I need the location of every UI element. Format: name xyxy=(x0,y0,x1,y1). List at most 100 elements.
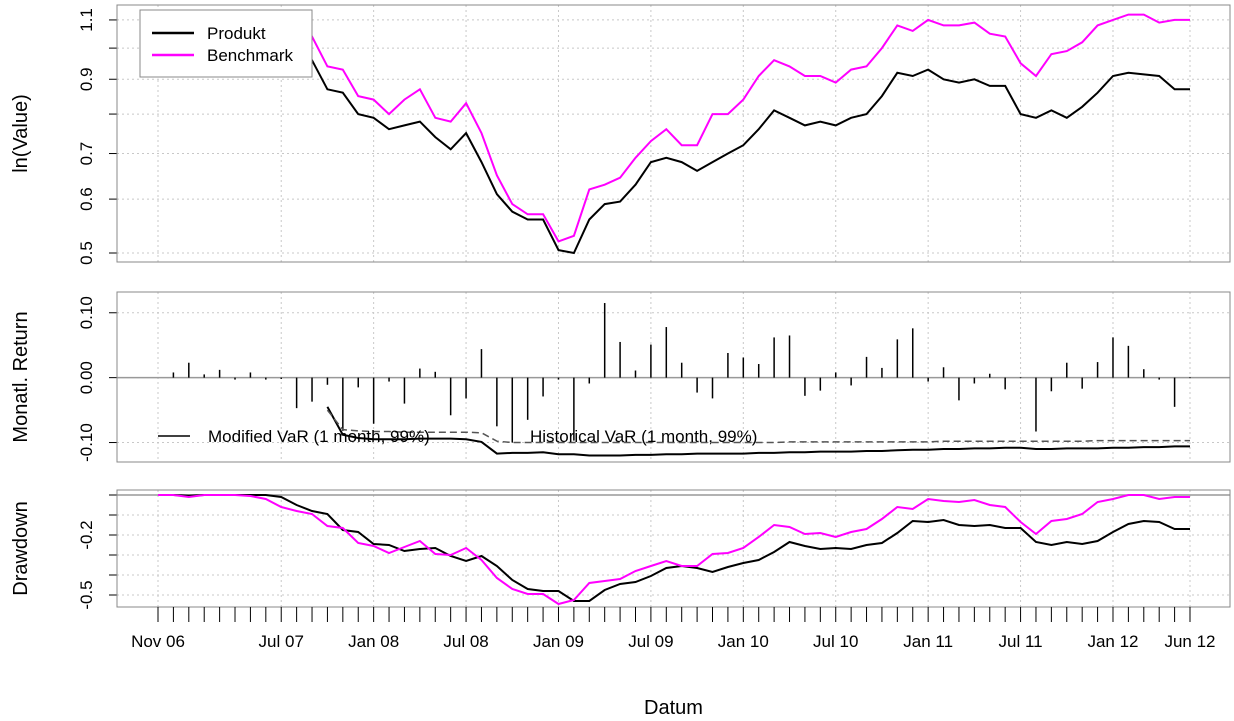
var-line xyxy=(326,406,1190,457)
bar xyxy=(727,352,729,378)
bar xyxy=(326,377,329,385)
y-axis-title: Monatl. Return xyxy=(10,311,32,442)
x-tick-label: Jul 11 xyxy=(999,632,1043,651)
y-tick-label: 0.10 xyxy=(77,296,96,329)
bar xyxy=(480,349,483,378)
bar xyxy=(526,377,529,420)
y-tick-label: -0.5 xyxy=(77,580,96,609)
x-axis-title: Datum xyxy=(644,697,703,719)
bar xyxy=(172,372,175,378)
y-axis-title: Drawdown xyxy=(10,501,32,595)
x-tick-label: Jul 09 xyxy=(628,632,673,651)
series-line xyxy=(158,494,1190,606)
bar xyxy=(218,369,221,378)
bar xyxy=(788,335,791,378)
y-tick-label: -0.2 xyxy=(77,520,96,549)
bar xyxy=(342,377,344,431)
bar xyxy=(588,377,591,384)
bar xyxy=(742,357,745,378)
x-tick-label: Jul 10 xyxy=(813,632,858,651)
bar xyxy=(973,377,976,384)
x-tick-label: Nov 06 xyxy=(131,632,185,651)
bar xyxy=(465,377,467,399)
bar xyxy=(388,377,390,382)
y-tick-label: 0.7 xyxy=(77,142,96,166)
bar xyxy=(372,377,375,424)
bar xyxy=(557,377,560,380)
bar xyxy=(1112,337,1114,378)
bar xyxy=(1189,377,1191,378)
var-line xyxy=(326,409,1190,444)
legend-label: Modified VaR (1 month, 99%) xyxy=(208,427,430,446)
bar xyxy=(295,377,298,409)
y-tick-label: -0.10 xyxy=(77,423,96,462)
bar xyxy=(1050,377,1053,392)
x-tick-label: Jul 08 xyxy=(443,632,488,651)
bar xyxy=(542,377,544,397)
bar xyxy=(804,377,806,396)
bar xyxy=(696,377,698,393)
panel-frame xyxy=(116,489,1231,608)
x-tick-label: Jan 12 xyxy=(1087,632,1138,651)
bar xyxy=(449,377,452,416)
legend-label: Benchmark xyxy=(207,46,293,65)
bar xyxy=(1019,377,1022,378)
bar xyxy=(249,372,252,378)
panel-frame xyxy=(116,291,1231,463)
bar xyxy=(1173,377,1176,407)
bar xyxy=(1035,377,1037,432)
bar xyxy=(865,356,868,378)
bar xyxy=(434,371,437,378)
bar xyxy=(896,339,899,378)
bar xyxy=(1066,362,1068,378)
y-tick-label: 0.00 xyxy=(77,361,96,394)
bar xyxy=(1127,345,1130,378)
panel-frame xyxy=(116,4,1231,263)
bar xyxy=(511,377,514,443)
bar xyxy=(634,370,637,378)
bar xyxy=(573,377,575,441)
bar xyxy=(819,377,822,391)
bar xyxy=(496,377,498,427)
x-tick-label: Jan 08 xyxy=(348,632,399,651)
bar xyxy=(280,377,282,379)
legend: Produkt Benchmark xyxy=(139,9,313,78)
bar xyxy=(311,377,313,402)
bar xyxy=(773,337,775,378)
x-tick-label: Jan 10 xyxy=(718,632,769,651)
legend-label: Historical VaR (1 month, 99%) xyxy=(530,427,757,446)
legend-box xyxy=(139,9,313,78)
series-line xyxy=(280,13,1190,243)
bar xyxy=(850,377,852,386)
bar xyxy=(711,377,714,399)
bar xyxy=(942,367,945,378)
bar xyxy=(1081,377,1083,389)
x-tick-label: Jun 12 xyxy=(1164,632,1215,651)
series-line xyxy=(158,494,1190,602)
bar xyxy=(265,377,267,380)
y-tick-label: 1.1 xyxy=(77,8,96,32)
bar xyxy=(911,328,914,378)
bar xyxy=(665,327,668,378)
bar xyxy=(188,362,190,378)
x-tick-label: Jul 07 xyxy=(259,632,304,651)
bar xyxy=(1158,377,1160,380)
legend-label: Produkt xyxy=(207,24,266,43)
x-tick-label: Jan 09 xyxy=(533,632,584,651)
y-tick-label: 0.5 xyxy=(77,241,96,265)
bar xyxy=(203,374,205,378)
series-line xyxy=(281,53,1190,255)
bar xyxy=(989,373,991,378)
bar xyxy=(403,377,406,404)
bar xyxy=(619,341,621,378)
y-axis-title: ln(Value) xyxy=(10,94,32,173)
y-tick-label: 0.6 xyxy=(77,187,96,211)
bar xyxy=(650,344,652,378)
bar xyxy=(419,368,421,378)
bar xyxy=(834,372,837,378)
bar xyxy=(357,377,359,388)
bar xyxy=(927,377,929,382)
bar xyxy=(757,364,760,378)
x-tick-label: Jan 11 xyxy=(903,632,953,651)
